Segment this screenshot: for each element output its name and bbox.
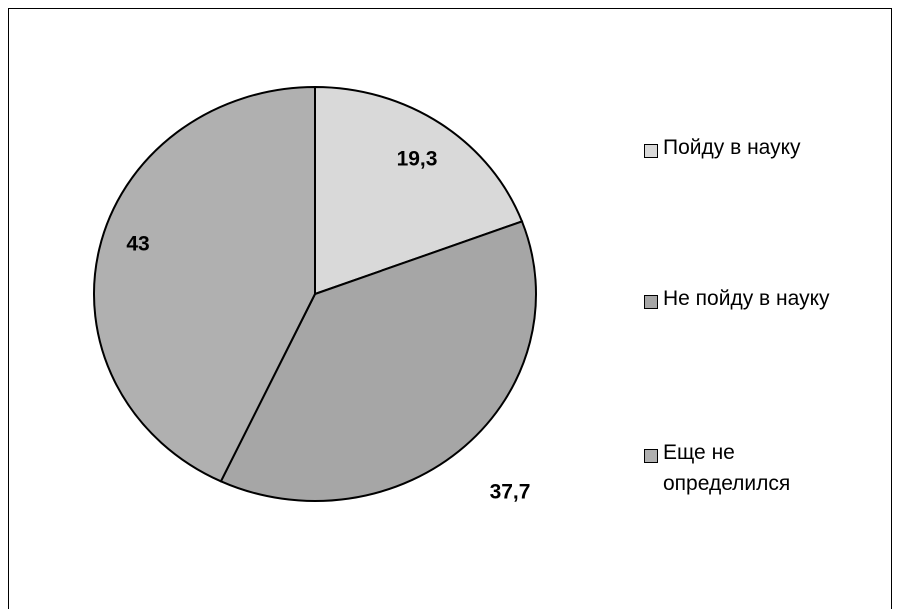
legend-item: Еще не определился (644, 441, 804, 499)
frame (8, 8, 892, 609)
legend-swatch (644, 295, 658, 309)
data-label: 37,7 (490, 481, 531, 504)
pie-slice (219, 220, 537, 502)
legend-swatch (644, 144, 658, 158)
data-label: 19,3 (397, 148, 438, 171)
legend-label: Не пойду в науку (663, 287, 830, 310)
pie-slice (314, 85, 524, 296)
legend-label: Еще не определился (663, 441, 791, 495)
legend-item: Пойду в науку (644, 136, 884, 163)
data-label: 43 (126, 233, 149, 256)
pie-slice (93, 85, 316, 483)
legend-label: Пойду в науку (663, 136, 801, 159)
legend-item: Не пойду в науку (644, 287, 884, 314)
legend-swatch (644, 449, 658, 463)
